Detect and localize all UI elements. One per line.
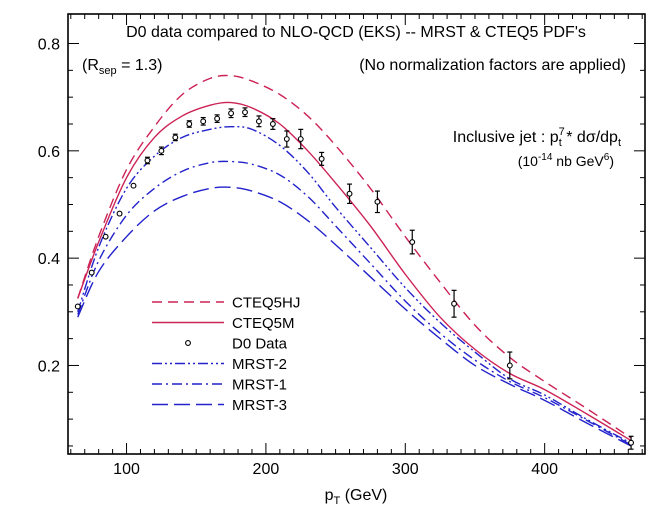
plot-frame [67,13,646,455]
chart-title: D0 data compared to NLO-QCD (EKS) -- MRS… [126,24,586,41]
data-point [242,109,248,116]
legend-marker-d0-data [185,340,191,346]
data-point [214,115,221,122]
legend-label: CTEQ5HJ [232,295,300,312]
data-point [269,121,276,127]
data-point [346,190,353,197]
series-line-mrst-2 [77,125,632,444]
series-line-mrst-3 [77,186,632,447]
legend-label: CTEQ5M [232,315,295,332]
y-units-label: (10-14 nb GeV6) [518,152,614,169]
data-point [628,439,635,446]
data-point [283,136,290,142]
legend-label: D0 Data [232,336,288,353]
data-point [144,157,151,164]
data-points [74,107,635,450]
y-tick-label: 0.6 [38,144,60,161]
y-quantity-label: Inclusive jet : p7 t * dσ/dpt [453,126,621,149]
data-point [228,110,235,117]
data-point [506,362,513,369]
legend-label: MRST-1 [232,377,287,394]
data-point [158,147,165,154]
data-point [451,300,458,307]
x-tick-label: 200 [253,461,280,478]
y-tick-label: 0.4 [38,251,60,268]
legend-label: MRST-2 [232,356,287,373]
series-lines [77,74,632,447]
data-point [374,198,381,205]
data-point [172,134,179,141]
data-point [130,182,137,189]
data-point [186,121,193,127]
y-tick-label: 0.2 [38,358,60,375]
x-tick-label: 300 [392,461,419,478]
x-tick-label: 400 [531,461,558,478]
series-line-mrst-1 [77,160,632,446]
legend-label: MRST-3 [232,397,287,414]
rsep-label: (Rsep = 1.3) [82,57,162,77]
data-point [409,239,416,245]
data-point [102,233,109,240]
x-tick-label: 100 [113,461,140,478]
data-point [255,118,262,125]
axis-ticks: 100 200 300 400 0.2 0.4 0.6 0.8 [38,14,645,478]
y-tick-label: 0.8 [38,37,60,54]
data-point [318,155,325,162]
data-point [116,210,123,217]
data-point [200,118,207,125]
data-point [297,136,304,142]
data-point [88,269,95,276]
x-axis-label: pT (GeV) [325,487,388,507]
data-point [74,303,81,310]
legend: CTEQ5HJ CTEQ5M D0 Data MRST-2 MRST-1 MRST-3 [152,295,300,414]
normalization-note: (No normalization factors are applied) [359,57,626,74]
